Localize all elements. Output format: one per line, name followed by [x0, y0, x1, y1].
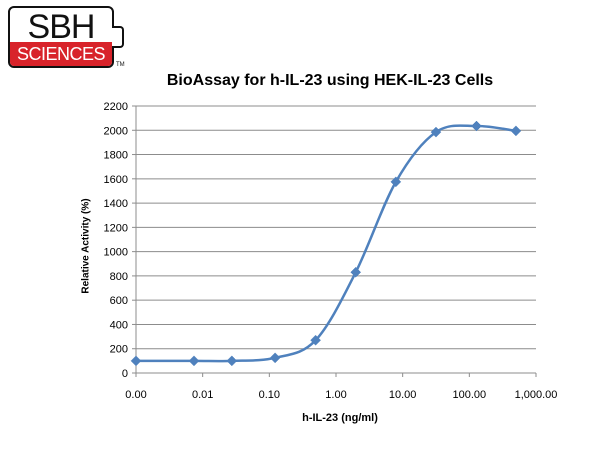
x-axis-label: h-IL-23 (ng/ml): [302, 412, 378, 424]
x-tick-label-2: 0.10: [259, 389, 280, 401]
data-point-7: [430, 126, 442, 138]
chart-title: BioAssay for h-IL-23 using HEK-IL-23 Cel…: [166, 72, 494, 89]
x-tick-label-1: 0.01: [192, 389, 213, 401]
x-tick-label-0: 0.00: [125, 389, 146, 401]
y-tick-label-600: 600: [110, 295, 128, 307]
y-tick-label-1400: 1400: [104, 198, 128, 210]
x-tick-label-6: 1,000.00: [515, 389, 558, 401]
y-tick-label-2200: 2200: [104, 101, 128, 113]
data-point-4: [310, 334, 321, 346]
x-tick-label-5: 100.00: [453, 389, 487, 401]
sbh-sciences-logo: SBH SCIENCES TM: [8, 6, 125, 68]
series-line-0: [136, 124, 517, 363]
y-tick-label-1200: 1200: [104, 222, 128, 234]
data-point-9: [510, 125, 522, 137]
axes: [132, 105, 537, 377]
logo-tab: [112, 26, 124, 48]
data-point-2: [226, 355, 238, 367]
logo-bottom-text: SCIENCES: [10, 42, 112, 66]
x-tick-labels: 0.00 0.01 0.10 1.00 10.00 100.00 1,000.00: [125, 389, 557, 401]
data-point-0: [130, 355, 142, 367]
y-tick-label-1000: 1000: [104, 247, 128, 259]
data-point-8: [471, 120, 482, 132]
y-tick-label-2000: 2000: [104, 125, 128, 137]
logo-trademark: TM: [116, 62, 125, 68]
data-point-1: [188, 355, 200, 367]
y-tick-label-0: 0: [122, 368, 128, 380]
data-point-6: [390, 176, 402, 188]
y-tick-label-1800: 1800: [104, 150, 128, 162]
series-layer: [130, 120, 522, 367]
y-tick-label-400: 400: [110, 319, 128, 331]
data-point-5: [350, 266, 362, 278]
gridlines: [136, 105, 536, 350]
x-tick-label-3: 1.00: [325, 389, 346, 401]
logo-top-text: SBH: [27, 8, 96, 46]
y-tick-label-800: 800: [110, 271, 128, 283]
logo-frame: SBH SCIENCES: [8, 6, 114, 68]
y-tick-label-200: 200: [110, 344, 128, 356]
x-tick-label-4: 10.00: [389, 389, 417, 401]
data-point-3: [269, 352, 281, 364]
y-tick-label-1600: 1600: [104, 174, 128, 186]
y-tick-labels: 0 200 400 600 800 1000 1200 1400 1600 1800 2000 220…: [104, 101, 128, 380]
